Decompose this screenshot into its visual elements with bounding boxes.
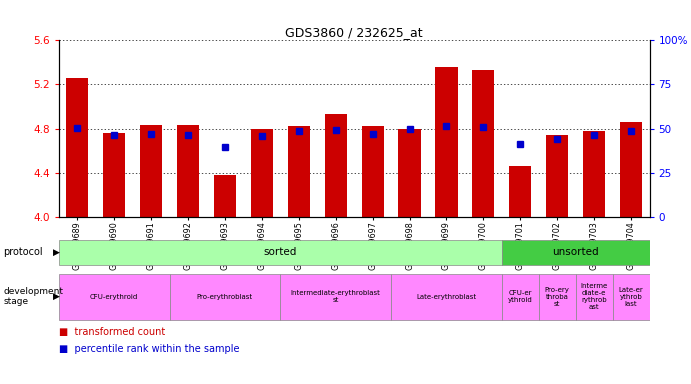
Bar bbox=[502, 273, 539, 319]
Text: Pro-erythroblast: Pro-erythroblast bbox=[197, 294, 253, 300]
Text: sorted: sorted bbox=[263, 247, 297, 258]
Text: CFU-er
ythroid: CFU-er ythroid bbox=[508, 290, 533, 303]
Text: Late-er
ythrob
last: Late-er ythrob last bbox=[618, 286, 643, 307]
Text: Late-erythroblast: Late-erythroblast bbox=[417, 294, 477, 300]
Text: Interme
diate-e
rythrob
ast: Interme diate-e rythrob ast bbox=[580, 283, 608, 310]
Bar bbox=[169, 273, 281, 319]
Bar bbox=[583, 131, 605, 217]
Text: Intermediate-erythroblast
st: Intermediate-erythroblast st bbox=[291, 290, 381, 303]
Bar bbox=[281, 273, 391, 319]
Bar bbox=[620, 122, 642, 217]
Bar bbox=[502, 240, 650, 265]
Text: CFU-erythroid: CFU-erythroid bbox=[90, 294, 138, 300]
Bar bbox=[539, 273, 576, 319]
Bar bbox=[66, 78, 88, 217]
Bar bbox=[214, 175, 236, 217]
Bar bbox=[177, 125, 199, 217]
Bar bbox=[361, 126, 384, 217]
Bar bbox=[613, 273, 650, 319]
Text: development
stage: development stage bbox=[3, 287, 64, 306]
Text: protocol: protocol bbox=[3, 247, 43, 258]
Text: unsorted: unsorted bbox=[552, 247, 599, 258]
Bar bbox=[325, 114, 347, 217]
Text: ■  transformed count: ■ transformed count bbox=[59, 327, 165, 337]
Bar bbox=[509, 166, 531, 217]
Text: ▶: ▶ bbox=[53, 292, 59, 301]
Bar bbox=[391, 273, 502, 319]
Bar bbox=[251, 129, 273, 217]
Bar bbox=[472, 70, 495, 217]
Bar bbox=[287, 126, 310, 217]
Title: GDS3860 / 232625_at: GDS3860 / 232625_at bbox=[285, 26, 423, 39]
Text: Pro-ery
throba
st: Pro-ery throba st bbox=[545, 286, 569, 307]
Text: ▶: ▶ bbox=[53, 248, 59, 257]
Bar bbox=[576, 273, 613, 319]
Bar bbox=[103, 133, 125, 217]
Bar bbox=[546, 135, 568, 217]
Bar bbox=[140, 125, 162, 217]
Bar bbox=[59, 273, 169, 319]
Bar bbox=[399, 129, 421, 217]
Bar bbox=[435, 67, 457, 217]
Text: ■  percentile rank within the sample: ■ percentile rank within the sample bbox=[59, 344, 239, 354]
Bar bbox=[59, 240, 502, 265]
